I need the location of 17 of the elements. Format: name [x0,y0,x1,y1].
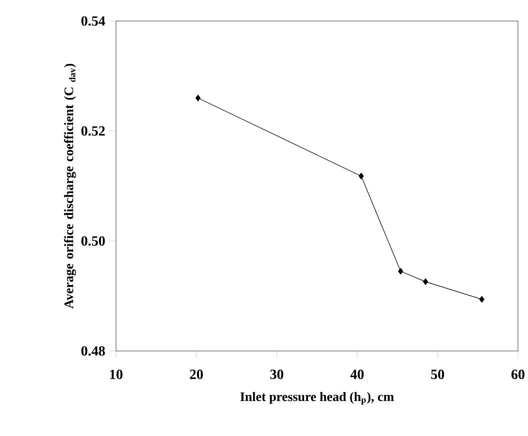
y-axis-title: Average orifice discharge coefficient (C $_{dav}$) [64,64,76,309]
point [479,296,484,303]
x-tick-label: 20 [190,370,203,380]
x-tick-label: 30 [270,370,284,380]
point [358,172,364,180]
x-tick-label: 10 [110,370,122,380]
x-axis-title: Inlet pressure head (h$_{p}$), cm [240,392,394,405]
point [422,278,428,285]
point [398,268,404,275]
x-tick-label: 60 [511,370,524,380]
point [195,94,201,102]
x-tick-label: 40 [350,370,364,380]
y-tick-label: 0.52 [81,126,105,136]
y-tick-label: 0.50 [81,236,105,246]
x-tick-label: 50 [431,370,444,380]
y-tick-label: 0.54 [81,16,106,26]
y-tick-label: 0.48 [81,346,105,356]
